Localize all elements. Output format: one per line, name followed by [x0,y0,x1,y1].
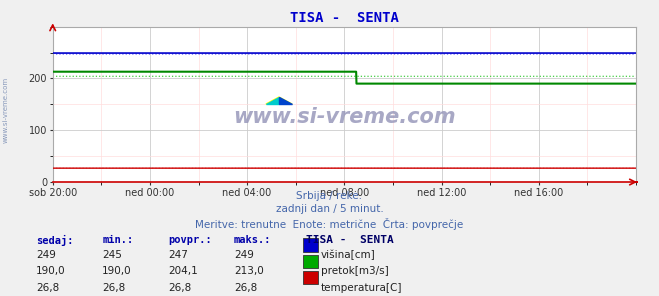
Text: sedaj:: sedaj: [36,235,74,246]
Text: temperatura[C]: temperatura[C] [321,283,403,293]
Text: 190,0: 190,0 [102,266,132,276]
Text: 247: 247 [168,250,188,260]
Text: Srbija / reke.: Srbija / reke. [297,191,362,201]
Text: min.:: min.: [102,235,133,245]
Text: pretok[m3/s]: pretok[m3/s] [321,266,389,276]
Text: 249: 249 [36,250,56,260]
Text: 213,0: 213,0 [234,266,264,276]
Polygon shape [266,97,292,104]
Text: zadnji dan / 5 minut.: zadnji dan / 5 minut. [275,204,384,214]
Polygon shape [279,97,292,104]
Text: 26,8: 26,8 [36,283,59,293]
Text: 190,0: 190,0 [36,266,66,276]
Polygon shape [266,97,279,104]
Text: 204,1: 204,1 [168,266,198,276]
Text: 245: 245 [102,250,122,260]
Text: povpr.:: povpr.: [168,235,212,245]
Text: 26,8: 26,8 [102,283,125,293]
Text: Meritve: trenutne  Enote: metrične  Črta: povprečje: Meritve: trenutne Enote: metrične Črta: … [195,218,464,230]
Text: višina[cm]: višina[cm] [321,250,376,260]
Title: TISA -  SENTA: TISA - SENTA [290,12,399,25]
Text: TISA -  SENTA: TISA - SENTA [306,235,394,245]
Text: www.si-vreme.com: www.si-vreme.com [2,76,9,143]
Text: 26,8: 26,8 [168,283,191,293]
Text: www.si-vreme.com: www.si-vreme.com [233,107,455,127]
Text: 26,8: 26,8 [234,283,257,293]
Text: 249: 249 [234,250,254,260]
Text: maks.:: maks.: [234,235,272,245]
